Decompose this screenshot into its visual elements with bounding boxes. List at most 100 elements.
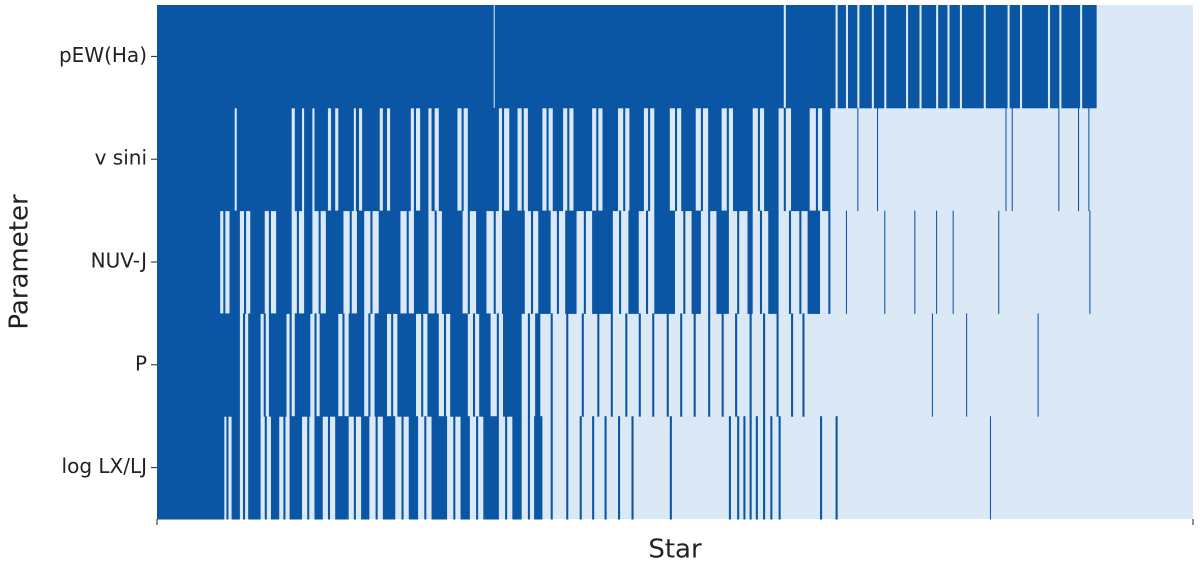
data-span: [319, 313, 339, 417]
data-span: [289, 416, 303, 520]
data-span: [289, 313, 292, 417]
data-span: [629, 107, 644, 212]
data-span: [807, 210, 821, 314]
data-span: [378, 210, 401, 314]
data-span: [318, 210, 321, 314]
data-span: [884, 210, 886, 314]
data-span: [348, 313, 365, 417]
data-span: [534, 416, 543, 520]
data-span: [961, 5, 984, 109]
data-span: [550, 416, 553, 520]
data-span: [764, 107, 779, 212]
data-span: [631, 416, 634, 520]
data-span: [362, 107, 380, 212]
data-span: [370, 210, 373, 314]
data-span: [421, 313, 424, 417]
data-span: [1082, 5, 1097, 109]
data-span: [268, 210, 271, 314]
data-span: [472, 313, 476, 417]
data-span: [776, 313, 779, 417]
data-span: [268, 313, 287, 417]
data-span: [467, 107, 499, 212]
data-span: [857, 107, 859, 212]
data-span: [708, 107, 722, 212]
data-span: [645, 210, 649, 314]
data-span: [848, 5, 858, 109]
data-span: [438, 107, 458, 212]
x-axis-label: Star: [648, 535, 702, 565]
data-span: [755, 416, 758, 520]
data-span: [476, 416, 479, 520]
data-span: [450, 313, 468, 417]
data-span: [708, 210, 711, 314]
data-span: [361, 416, 370, 520]
data-span: [427, 313, 439, 417]
data-span: [382, 416, 396, 520]
data-span: [938, 5, 948, 109]
data-span: [567, 107, 570, 212]
data-span: [581, 313, 584, 417]
data-span: [737, 210, 740, 314]
data-span: [566, 416, 569, 520]
data-span: [550, 313, 553, 417]
data-span: [157, 107, 235, 212]
data-span: [413, 210, 429, 314]
data-span: [264, 416, 267, 520]
data-span: [356, 210, 365, 314]
data-span: [998, 210, 1000, 314]
data-span: [763, 416, 766, 520]
data-span: [785, 5, 836, 109]
data-span: [747, 210, 753, 314]
data-span: [420, 107, 429, 212]
data-span: [527, 313, 530, 417]
data-span: [248, 416, 261, 520]
data-span: [596, 107, 599, 212]
data-span: [493, 210, 496, 314]
data-span: [623, 107, 626, 212]
data-span: [1089, 210, 1091, 314]
data-span: [479, 313, 491, 417]
data-span: [503, 313, 522, 417]
data-span: [908, 5, 920, 109]
data-span: [307, 416, 310, 520]
data-span: [467, 210, 470, 314]
data-span: [496, 313, 499, 417]
data-span: [669, 416, 672, 520]
data-span: [708, 313, 711, 417]
data-span: [242, 313, 246, 417]
data-span: [828, 210, 831, 314]
data-span: [375, 416, 378, 520]
data-span: [501, 210, 525, 314]
data-span: [802, 313, 805, 417]
data-span: [952, 210, 954, 314]
data-span: [749, 313, 752, 417]
data-span: [1061, 5, 1081, 109]
data-span: [791, 107, 810, 212]
data-span: [877, 107, 879, 212]
data-span: [700, 107, 703, 212]
data-span: [535, 313, 541, 417]
data-span: [353, 416, 356, 520]
data-span: [335, 416, 349, 520]
data-span: [501, 107, 505, 212]
data-span: [314, 107, 328, 212]
data-span: [728, 416, 731, 520]
data-span: [476, 210, 487, 314]
data-span: [424, 416, 427, 520]
data-span: [749, 416, 752, 520]
data-span: [157, 5, 494, 109]
data-span: [231, 416, 240, 520]
data-span: [604, 416, 607, 520]
data-span: [1037, 313, 1039, 417]
data-span: [509, 107, 518, 212]
data-span: [743, 416, 746, 520]
data-span: [538, 210, 551, 314]
data-span: [401, 416, 404, 520]
data-span: [157, 313, 240, 417]
data-span: [157, 416, 225, 520]
data-span: [966, 313, 968, 417]
data-span: [391, 313, 394, 417]
data-span: [483, 416, 499, 520]
data-span: [845, 210, 847, 314]
data-span: [1009, 5, 1020, 109]
